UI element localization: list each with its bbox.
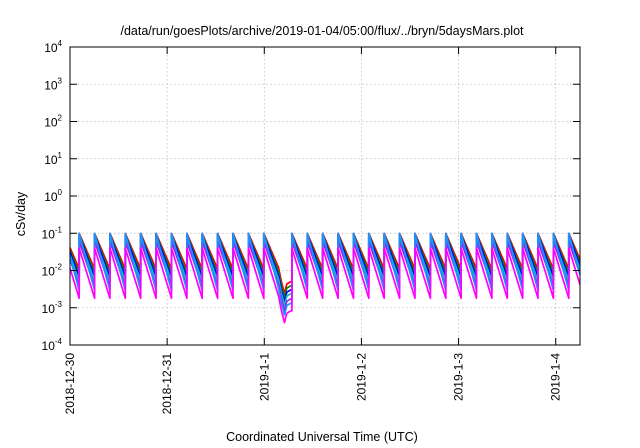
y-axis-label: cSv/day <box>14 191 28 236</box>
y-tick-labels: 10-4 10-3 10-2 10-1 100 101 102 103 104 <box>42 39 63 353</box>
y-tick-label: 10-4 <box>42 337 63 353</box>
x-tick-label: 2018-12-30 <box>63 353 77 415</box>
y-tick-label: 101 <box>44 151 62 167</box>
y-tick-label: 10-3 <box>42 300 63 316</box>
x-tick-labels: 2018-12-30 2018-12-31 2019-1-1 2019-1-2 2019… <box>63 353 563 415</box>
chart-title: /data/run/goesPlots/archive/2019-01-04/0… <box>120 24 524 38</box>
grid <box>70 47 580 345</box>
x-axis-label: Coordinated Universal Time (UTC) <box>226 430 418 444</box>
x-tick-label: 2019-1-1 <box>257 353 271 401</box>
series-line-7 <box>69 247 581 324</box>
x-tick-label: 2019-1-2 <box>354 353 368 401</box>
y-tick-label: 100 <box>44 188 62 204</box>
y-tick-label: 104 <box>44 39 62 55</box>
y-tick-label: 10-2 <box>42 263 63 279</box>
y-tick-label: 102 <box>44 114 62 130</box>
x-tick-label: 2019-1-3 <box>452 353 466 401</box>
y-tick-label: 103 <box>44 76 62 92</box>
x-tick-label: 2018-12-31 <box>160 353 174 415</box>
y-tick-label: 10-1 <box>42 225 63 241</box>
axis-ticks <box>69 46 580 346</box>
series-lines <box>69 232 581 324</box>
x-tick-label: 2019-1-4 <box>549 353 563 401</box>
